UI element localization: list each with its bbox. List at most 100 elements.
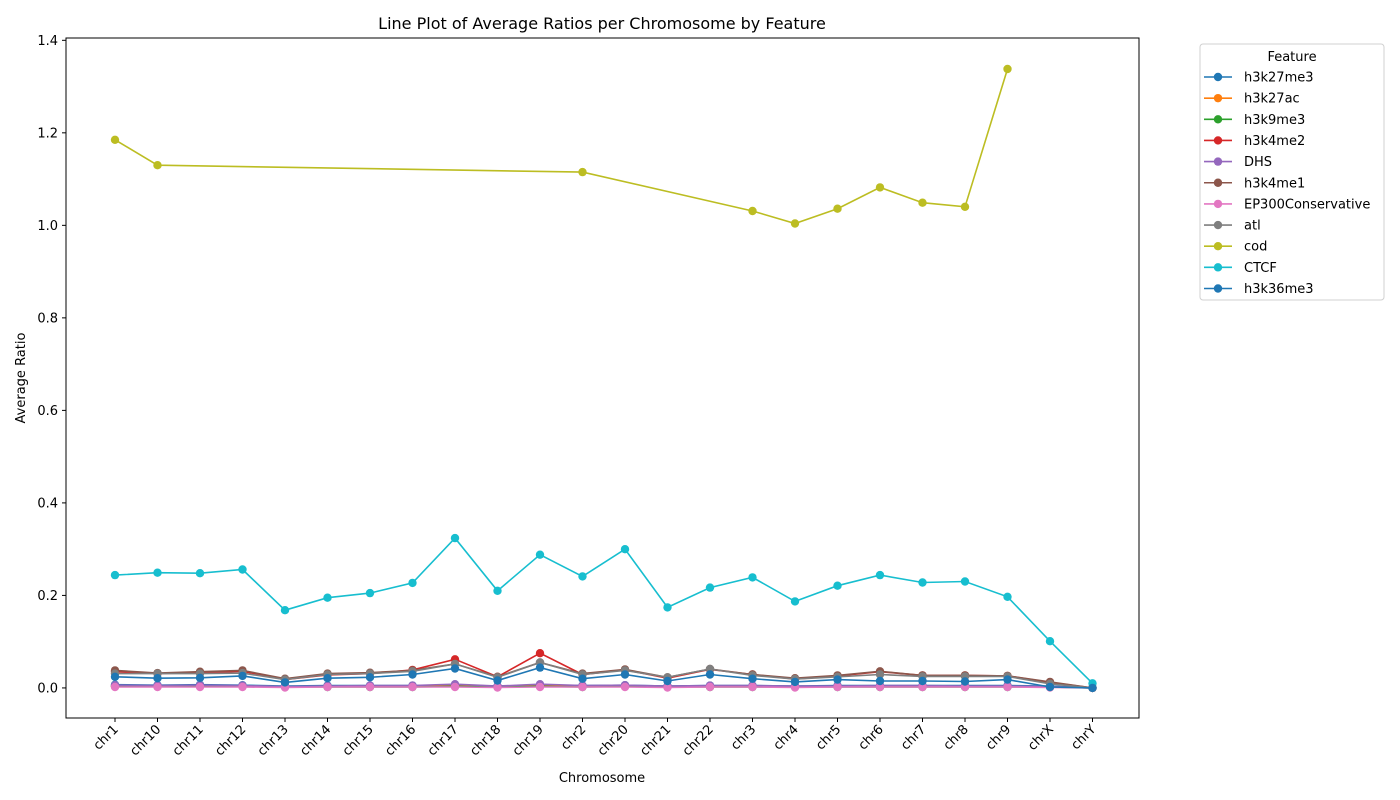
data-point <box>705 682 715 692</box>
x-tick-label: chr1 <box>91 722 122 753</box>
legend-label: EP300Conservative <box>1244 197 1370 212</box>
legend-label: h3k36me3 <box>1244 282 1314 297</box>
y-tick-label: 1.4 <box>37 34 58 49</box>
y-tick-label: 1.0 <box>37 219 58 234</box>
legend-item: h3k4me1 <box>1204 176 1305 191</box>
y-tick-label: 0.0 <box>37 681 58 696</box>
legend-title: Feature <box>1267 50 1316 65</box>
data-point <box>875 670 885 679</box>
y-tick-label: 0.4 <box>37 496 58 511</box>
y-tick-label: 0.8 <box>37 311 58 326</box>
data-point <box>790 219 800 228</box>
data-point <box>705 670 715 679</box>
data-point <box>620 682 630 692</box>
legend-label: h3k4me1 <box>1244 176 1305 191</box>
data-point <box>833 682 842 692</box>
legend-label: CTCF <box>1244 261 1277 276</box>
data-point <box>450 682 460 692</box>
data-point <box>578 572 587 581</box>
legend-item: h3k9me3 <box>1204 113 1305 128</box>
legend-marker <box>1213 199 1223 209</box>
data-point <box>365 682 375 692</box>
data-point <box>748 682 757 692</box>
legend-frame <box>1199 43 1385 301</box>
x-tick-label: chr11 <box>170 722 207 759</box>
legend-label: h3k27ac <box>1244 92 1300 107</box>
data-point <box>1045 682 1055 692</box>
data-point <box>153 674 162 683</box>
series-CTCF <box>110 533 1097 688</box>
legend-item: CTCF <box>1204 261 1277 276</box>
data-point <box>238 565 247 574</box>
data-point <box>960 202 970 211</box>
series-layer <box>110 64 1097 693</box>
legend-item: h3k36me3 <box>1204 282 1314 297</box>
x-tick-label: chr17 <box>425 722 462 759</box>
legend-item: EP300Conservative <box>1204 197 1370 212</box>
data-point <box>918 682 927 692</box>
series-line <box>114 652 1093 689</box>
legend-marker <box>1213 178 1223 187</box>
y-tick-label: 0.6 <box>37 404 58 419</box>
data-point <box>493 683 502 692</box>
series-EP300Conservative <box>110 682 1097 693</box>
data-point <box>705 583 715 592</box>
data-point <box>918 198 927 207</box>
data-point <box>790 677 800 687</box>
legend-label: h3k27me3 <box>1244 71 1314 86</box>
x-tick-label: chrY <box>1068 722 1099 753</box>
x-tick-label: chr7 <box>898 722 929 753</box>
legend-item: h3k27me3 <box>1204 71 1314 86</box>
x-tick-label: chr4 <box>771 722 802 753</box>
data-point <box>195 682 205 692</box>
data-point <box>450 533 460 543</box>
data-point <box>195 569 205 578</box>
data-point <box>110 135 120 144</box>
x-tick-label: chr20 <box>595 722 632 759</box>
data-point <box>280 678 290 687</box>
legend-label: atl <box>1244 219 1261 234</box>
data-point <box>875 676 885 686</box>
legend-items: h3k27me3 h3k27ac h3k9me3 h3k4me2 DHS h3k4me1 E… <box>1204 71 1370 297</box>
x-tick-label: chr9 <box>983 722 1014 753</box>
data-point <box>833 675 842 684</box>
x-axis-title: Chromosome <box>559 771 645 786</box>
x-tick-label: chr6 <box>856 722 887 753</box>
legend-marker <box>1213 242 1223 251</box>
data-point <box>578 682 587 692</box>
x-tick-label: chr18 <box>467 722 504 759</box>
x-tick-label: chr13 <box>255 722 292 759</box>
data-point <box>408 682 417 692</box>
x-tick-label: chr21 <box>637 722 674 759</box>
data-point <box>493 676 502 685</box>
data-point <box>493 586 502 595</box>
data-point <box>620 545 630 554</box>
series-line <box>115 686 1093 689</box>
data-point <box>748 206 757 216</box>
legend-item: DHS <box>1204 155 1272 170</box>
data-point <box>960 577 970 586</box>
plot-area: 0.00.20.40.60.81.01.21.4 chr1 chr10 chr11 c… <box>37 34 1140 759</box>
data-point <box>535 682 545 692</box>
legend-marker <box>1213 93 1223 103</box>
data-point <box>663 603 672 612</box>
x-tick-label: chr8 <box>941 722 972 753</box>
data-point <box>110 682 120 692</box>
x-tick-label: chr10 <box>127 722 164 759</box>
data-point <box>535 550 545 559</box>
data-point <box>365 673 375 682</box>
x-axis: chr1 chr10 chr11 chr12 chr13 chr14 chr15 chr16 c… <box>91 718 1099 759</box>
legend-marker <box>1213 263 1223 272</box>
data-point <box>918 676 927 686</box>
legend: Feature h3k27me3 h3k27ac h3k9me3 h3k4me2 DHS… <box>1199 43 1385 301</box>
data-point <box>578 674 587 683</box>
data-point <box>1003 592 1012 601</box>
data-point <box>663 683 672 692</box>
data-point <box>238 671 247 681</box>
data-point <box>875 570 885 580</box>
legend-item: atl <box>1204 219 1261 234</box>
legend-marker <box>1213 115 1223 124</box>
data-point <box>323 682 332 692</box>
data-point <box>918 578 927 587</box>
data-point <box>1003 682 1012 692</box>
